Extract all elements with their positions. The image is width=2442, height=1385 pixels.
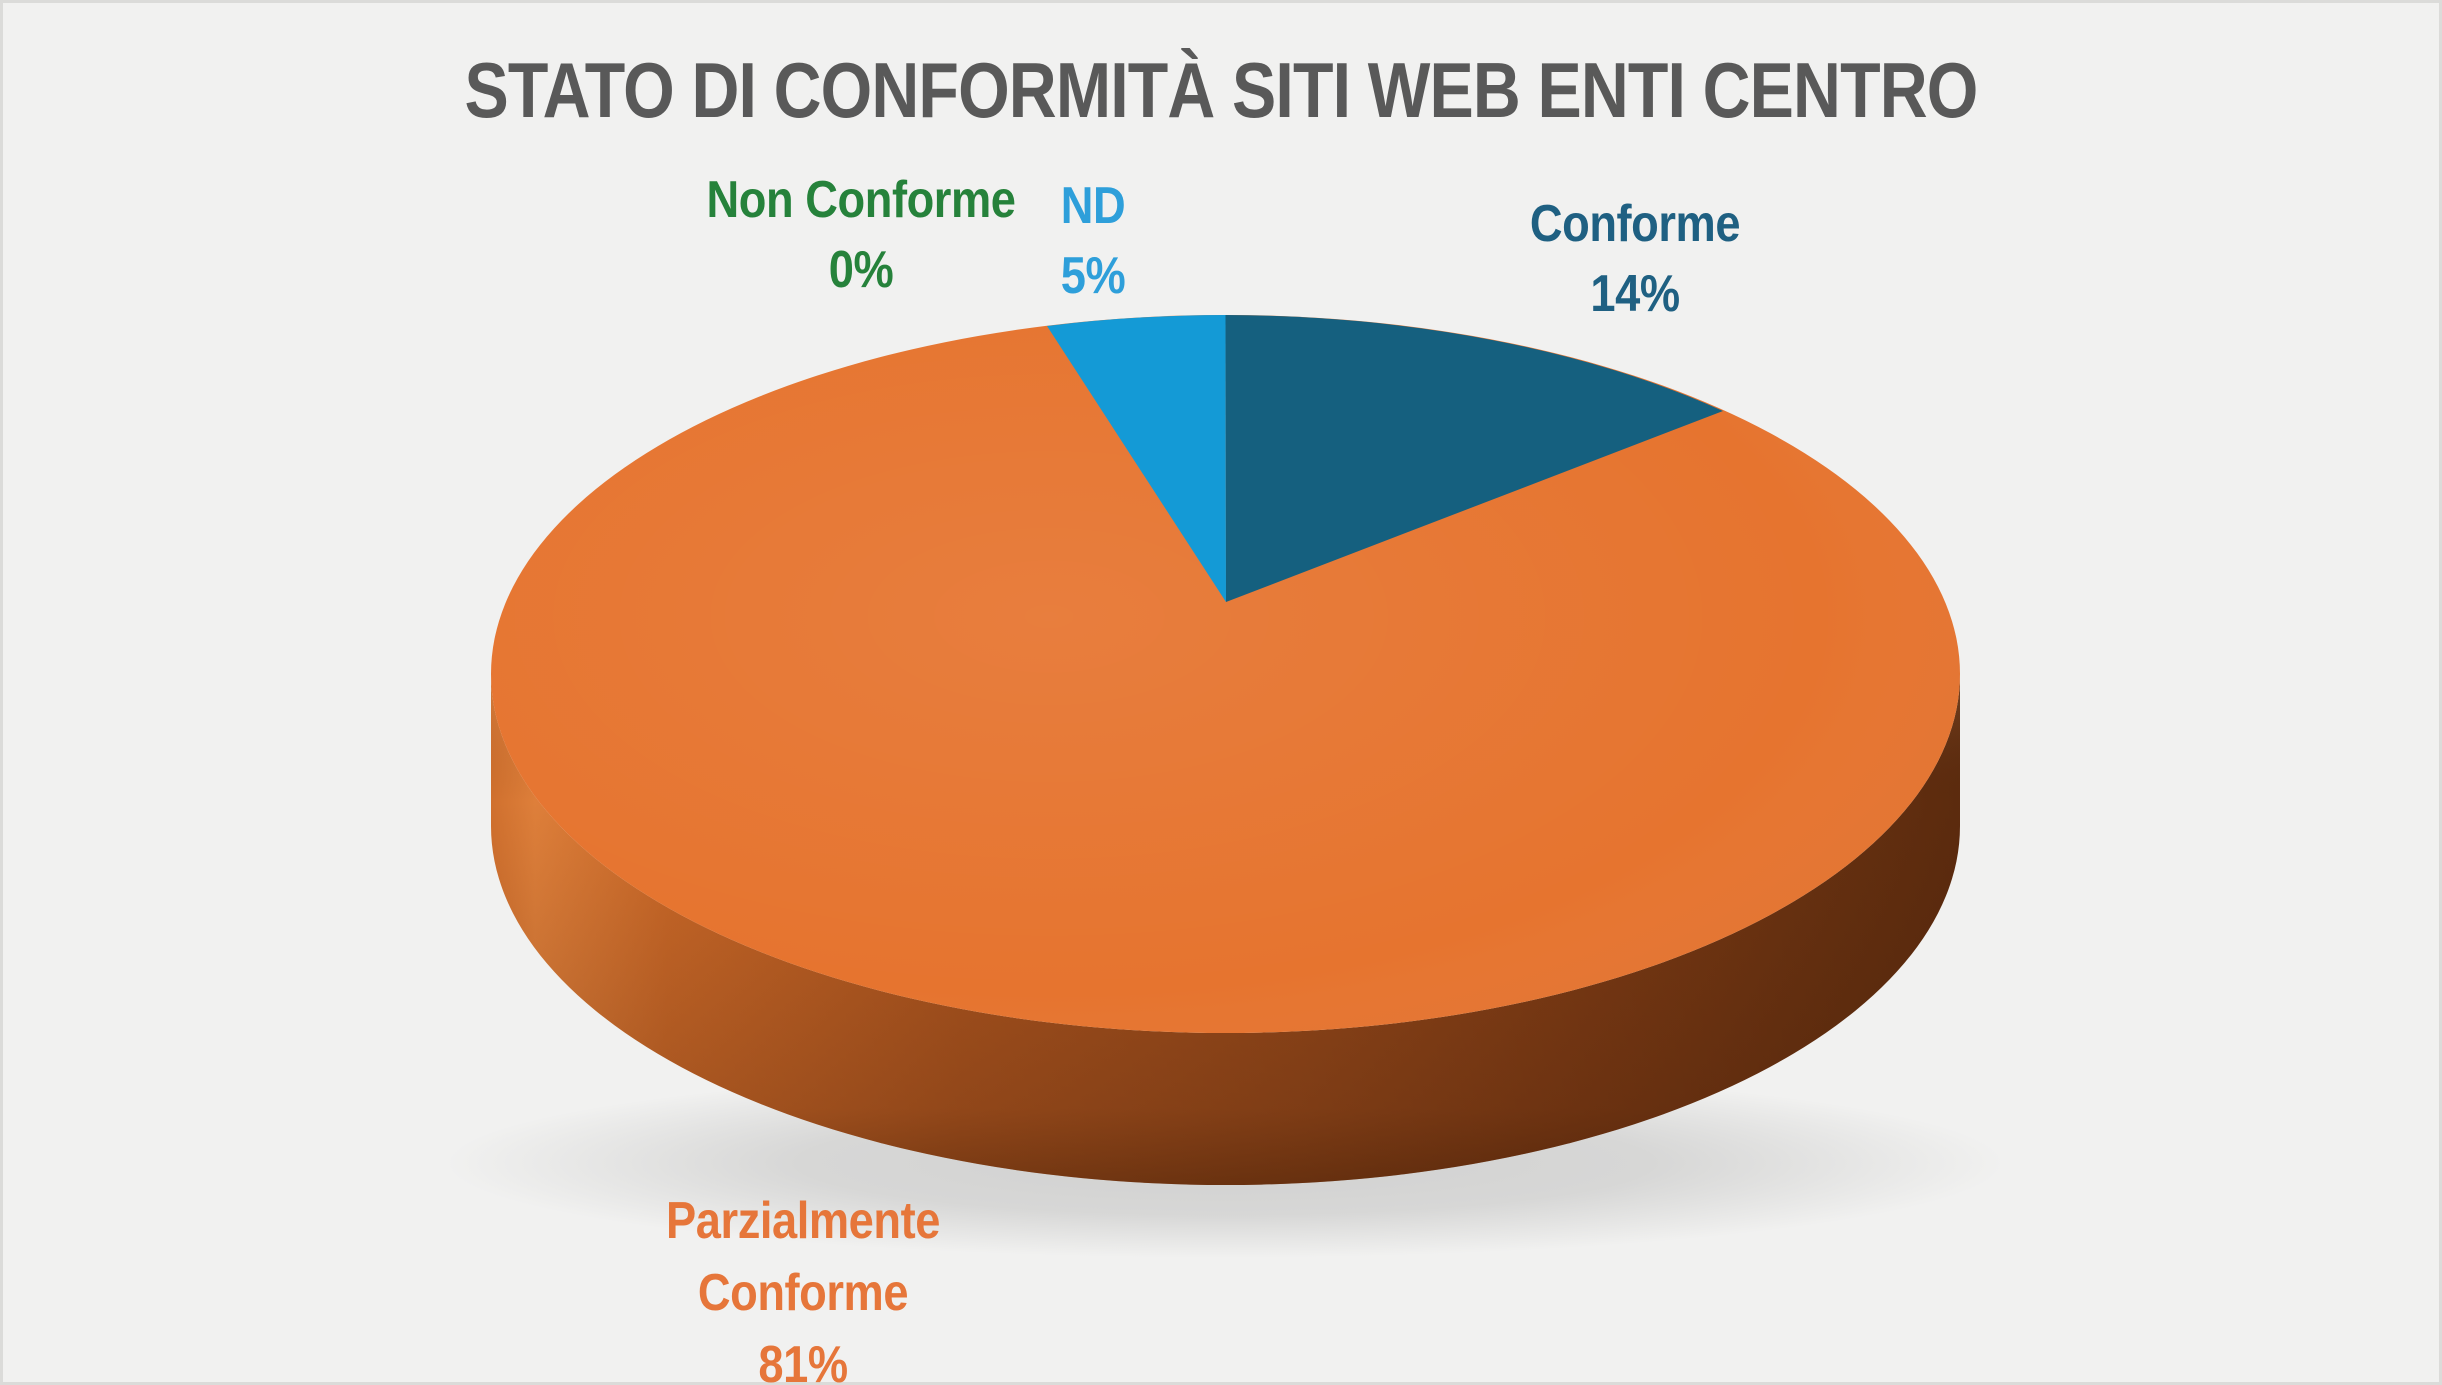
label-parzialmente-pct: 81%	[758, 1336, 848, 1385]
label-conforme-name: Conforme	[1529, 195, 1741, 253]
label-nd-name: ND	[1060, 177, 1126, 235]
label-parzialmente-line2: Conforme	[697, 1264, 909, 1322]
label-non-conforme-name: Non Conforme	[706, 171, 1016, 229]
pie-slice-nd	[1047, 315, 1226, 602]
label-parzialmente-conforme: Parzialmente Conforme 81%	[586, 1185, 1021, 1385]
label-parzialmente-line1: Parzialmente	[666, 1192, 940, 1250]
label-nd-pct: 5%	[1060, 247, 1126, 305]
chart-title: STATO DI CONFORMITÀ SITI WEB ENTI CENTRO	[464, 46, 1979, 134]
label-non-conforme-pct: 0%	[828, 241, 894, 299]
label-conforme-pct: 14%	[1590, 265, 1680, 323]
pie-slice-conforme	[1225, 315, 1723, 602]
label-nd: ND 5%	[1006, 171, 1180, 311]
pie-side-shading	[491, 674, 1960, 1185]
label-non-conforme: Non Conforme 0%	[644, 165, 1079, 305]
pie-chart	[445, 315, 2005, 1258]
pie-top-sheen	[491, 315, 1960, 1033]
label-conforme: Conforme 14%	[1418, 189, 1853, 329]
